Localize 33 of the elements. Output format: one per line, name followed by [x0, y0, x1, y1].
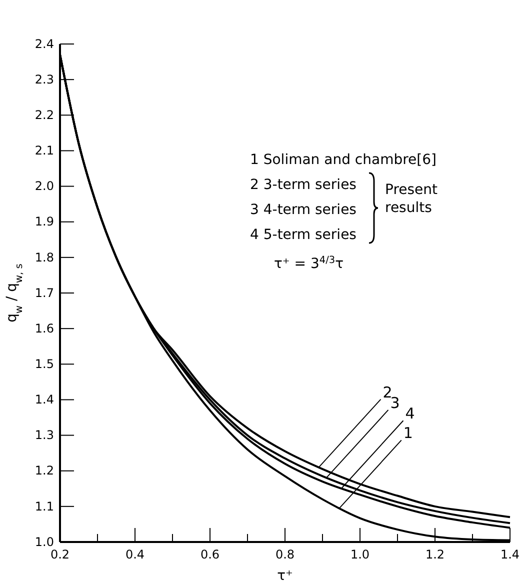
annotation: 3	[390, 394, 400, 412]
x-tick-label: 0.2	[50, 548, 70, 562]
y-tick-label: 1.9	[34, 214, 54, 229]
y-tick-label: 2.1	[34, 144, 54, 158]
y-tick-label: 2.0	[34, 179, 54, 194]
annotation: 1	[403, 424, 413, 442]
x-tick-label: 0.6	[200, 548, 220, 562]
annotation: 2	[382, 383, 392, 402]
x-tick-label: 0.8	[275, 548, 295, 562]
annotation: Present results	[385, 182, 438, 216]
annotation: 4 5-term series	[250, 227, 356, 243]
y-tick-label: 1.4	[34, 392, 54, 407]
annotation: 1 Soliman and chambre[6]	[250, 152, 436, 168]
annotation: 3 4-term series	[250, 202, 356, 218]
x-tick-label: 1.2	[425, 548, 445, 562]
y-tick-label: 1.6	[34, 321, 54, 336]
y-tick-label: 2.4	[34, 36, 54, 51]
x-tick-label: 0.4	[125, 548, 145, 562]
y-tick-label: 1.2	[34, 464, 54, 478]
annotation: τ⁺ = 3$^{4/3}$τ	[274, 254, 344, 272]
y-tick-label: 1.5	[34, 356, 54, 371]
y-tick-label: 1.7	[34, 286, 54, 300]
x-tick-label: 1.4	[500, 548, 520, 562]
y-tick-label: 1.1	[34, 499, 54, 514]
y-tick-label: 2.3	[34, 72, 54, 86]
x-axis-title: τ⁺	[277, 568, 293, 584]
y-tick-label: 1.0	[34, 534, 54, 549]
annotation: 2 3-term series	[250, 177, 356, 193]
y-tick-label: 1.3	[34, 428, 54, 442]
annotation: 4	[405, 404, 415, 423]
y-tick-label: 1.8	[34, 250, 54, 264]
y-tick-label: 2.2	[34, 108, 54, 122]
x-tick-label: 1.0	[350, 548, 370, 562]
